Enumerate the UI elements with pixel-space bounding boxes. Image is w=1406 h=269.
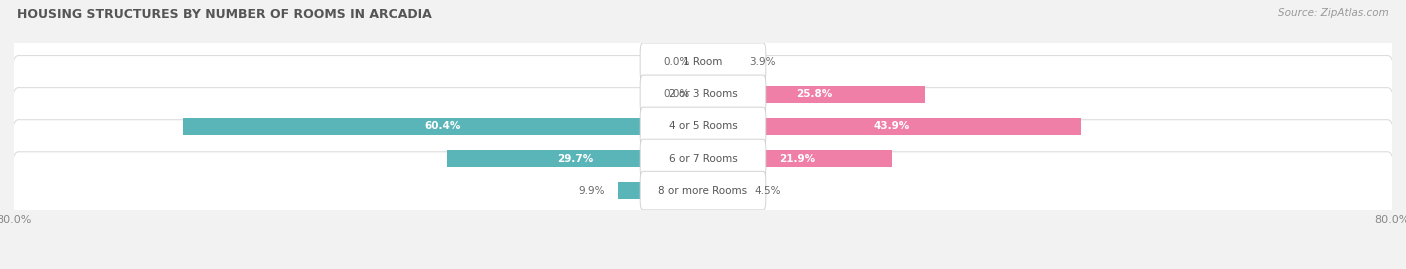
FancyBboxPatch shape (11, 56, 1395, 133)
FancyBboxPatch shape (11, 152, 1395, 229)
FancyBboxPatch shape (640, 107, 766, 146)
Bar (703, 54, 737, 71)
Bar (617, 182, 703, 199)
Text: Source: ZipAtlas.com: Source: ZipAtlas.com (1278, 8, 1389, 18)
Text: 29.7%: 29.7% (557, 154, 593, 164)
Text: 60.4%: 60.4% (425, 121, 461, 132)
Bar (703, 150, 891, 167)
Text: 0.0%: 0.0% (664, 57, 690, 67)
FancyBboxPatch shape (11, 23, 1395, 101)
Text: 43.9%: 43.9% (875, 121, 910, 132)
Text: 6 or 7 Rooms: 6 or 7 Rooms (669, 154, 737, 164)
Bar (703, 86, 925, 103)
FancyBboxPatch shape (640, 139, 766, 178)
Text: 21.9%: 21.9% (779, 154, 815, 164)
Text: 4.5%: 4.5% (755, 186, 782, 196)
FancyBboxPatch shape (640, 171, 766, 210)
Text: 9.9%: 9.9% (578, 186, 605, 196)
FancyBboxPatch shape (640, 75, 766, 114)
Text: 25.8%: 25.8% (796, 89, 832, 99)
FancyBboxPatch shape (640, 43, 766, 82)
FancyBboxPatch shape (11, 120, 1395, 197)
Bar (703, 118, 1081, 135)
Text: 3.9%: 3.9% (749, 57, 776, 67)
FancyBboxPatch shape (11, 88, 1395, 165)
Text: 4 or 5 Rooms: 4 or 5 Rooms (669, 121, 737, 132)
Text: 2 or 3 Rooms: 2 or 3 Rooms (669, 89, 737, 99)
Text: 8 or more Rooms: 8 or more Rooms (658, 186, 748, 196)
Bar (703, 182, 742, 199)
Bar (447, 150, 703, 167)
Bar (183, 118, 703, 135)
Text: 1 Room: 1 Room (683, 57, 723, 67)
Text: HOUSING STRUCTURES BY NUMBER OF ROOMS IN ARCADIA: HOUSING STRUCTURES BY NUMBER OF ROOMS IN… (17, 8, 432, 21)
Text: 0.0%: 0.0% (664, 89, 690, 99)
